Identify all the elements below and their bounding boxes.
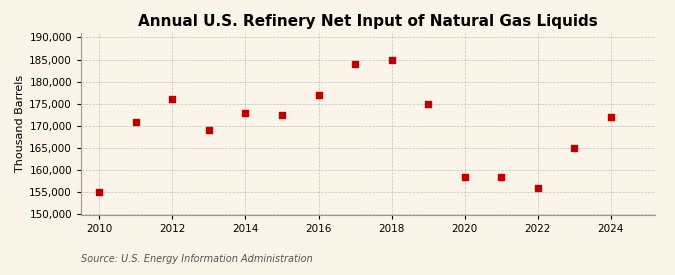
Point [203,128,214,133]
Point [386,57,397,62]
Point [167,97,178,101]
Y-axis label: Thousand Barrels: Thousand Barrels [15,75,25,172]
Title: Annual U.S. Refinery Net Input of Natural Gas Liquids: Annual U.S. Refinery Net Input of Natura… [138,14,598,29]
Point [605,115,616,119]
Point [130,119,141,124]
Text: Source: U.S. Energy Information Administration: Source: U.S. Energy Information Administ… [81,254,313,264]
Point [496,175,507,179]
Point [459,175,470,179]
Point [350,62,360,66]
Point [240,111,251,115]
Point [94,190,105,195]
Point [423,102,433,106]
Point [569,146,580,150]
Point [277,113,288,117]
Point [533,186,543,190]
Point [313,93,324,97]
